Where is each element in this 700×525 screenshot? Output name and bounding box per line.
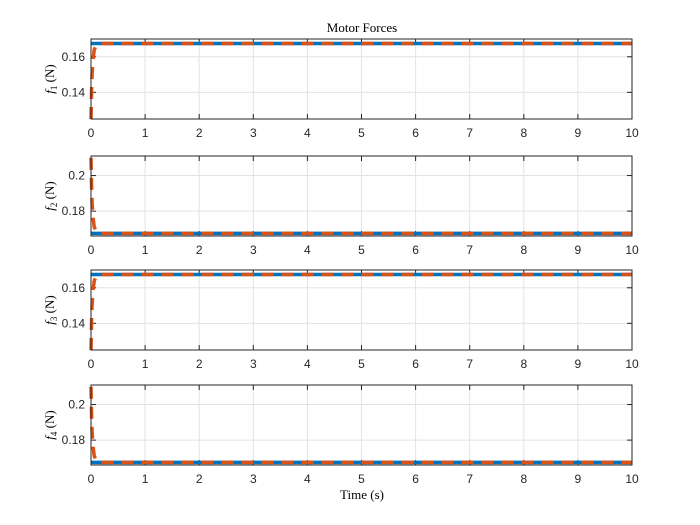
figure-title: Motor Forces bbox=[327, 20, 397, 35]
x-tick-label: 7 bbox=[466, 126, 473, 140]
x-tick-label: 0 bbox=[88, 472, 95, 486]
x-tick-label: 10 bbox=[625, 472, 639, 486]
x-tick-label: 8 bbox=[520, 126, 527, 140]
subplot-2: 0 1 2 3 4 5 6 7 8 9 10 0.18 0.2 f2 (N) bbox=[42, 155, 639, 257]
x-tick-label: 6 bbox=[412, 126, 419, 140]
x-tick-label: 5 bbox=[358, 472, 365, 486]
y-axis-label: f3 (N) bbox=[42, 295, 59, 324]
x-tick-label: 8 bbox=[520, 243, 527, 257]
x-tick-label: 7 bbox=[466, 243, 473, 257]
x-tick-label: 3 bbox=[250, 126, 257, 140]
x-tick-label: 0 bbox=[88, 126, 95, 140]
subplot-4: 0 1 2 3 4 5 6 7 8 9 10 0.18 0.2 f4 (N) bbox=[42, 384, 639, 486]
x-tick-label: 8 bbox=[520, 472, 527, 486]
x-tick-label: 3 bbox=[250, 243, 257, 257]
y-axis-label: f2 (N) bbox=[42, 181, 59, 210]
x-tick-label: 2 bbox=[196, 243, 203, 257]
x-tick-label: 5 bbox=[358, 357, 365, 371]
x-tick-label: 7 bbox=[466, 357, 473, 371]
series-line-2 bbox=[89, 386, 632, 465]
series-line-2 bbox=[89, 272, 632, 351]
y-axis-label: f1 (N) bbox=[42, 64, 59, 93]
x-tick-label: 10 bbox=[625, 126, 639, 140]
y-tick-label: 0.2 bbox=[68, 169, 85, 183]
x-tick-label: 1 bbox=[142, 243, 149, 257]
x-tick-label: 6 bbox=[412, 472, 419, 486]
x-tick-label: 2 bbox=[196, 126, 203, 140]
x-tick-label: 5 bbox=[358, 126, 365, 140]
x-tick-label: 4 bbox=[304, 472, 311, 486]
axes-box bbox=[90, 155, 633, 237]
y-tick-label: 0.14 bbox=[62, 85, 86, 99]
y-tick-label: 0.18 bbox=[62, 433, 86, 447]
y-axis-label: f4 (N) bbox=[42, 410, 59, 439]
series-line-2 bbox=[89, 157, 632, 236]
x-axis-label: Time (s) bbox=[340, 487, 384, 502]
x-tick-label: 3 bbox=[250, 472, 257, 486]
y-tick-label: 0.16 bbox=[62, 50, 86, 64]
y-tick-label: 0.16 bbox=[62, 281, 86, 295]
axes-box bbox=[90, 384, 633, 466]
series-line-2 bbox=[89, 41, 632, 120]
x-tick-label: 1 bbox=[142, 126, 149, 140]
axes-box bbox=[90, 269, 633, 351]
x-tick-label: 2 bbox=[196, 357, 203, 371]
x-tick-label: 0 bbox=[88, 357, 95, 371]
x-tick-label: 3 bbox=[250, 357, 257, 371]
x-tick-label: 2 bbox=[196, 472, 203, 486]
x-tick-label: 7 bbox=[466, 472, 473, 486]
x-tick-label: 6 bbox=[412, 357, 419, 371]
x-tick-label: 6 bbox=[412, 243, 419, 257]
x-tick-label: 9 bbox=[575, 126, 582, 140]
x-tick-label: 9 bbox=[575, 357, 582, 371]
axes-box bbox=[90, 38, 633, 120]
x-tick-label: 9 bbox=[575, 243, 582, 257]
x-tick-label: 9 bbox=[575, 472, 582, 486]
x-tick-label: 8 bbox=[520, 357, 527, 371]
x-tick-label: 10 bbox=[625, 357, 639, 371]
y-tick-label: 0.14 bbox=[62, 316, 86, 330]
x-tick-label: 4 bbox=[304, 243, 311, 257]
x-tick-label: 10 bbox=[625, 243, 639, 257]
y-tick-label: 0.18 bbox=[62, 204, 86, 218]
y-tick-label: 0.2 bbox=[68, 398, 85, 412]
x-tick-label: 1 bbox=[142, 472, 149, 486]
x-tick-label: 5 bbox=[358, 243, 365, 257]
x-tick-label: 1 bbox=[142, 357, 149, 371]
x-tick-label: 4 bbox=[304, 357, 311, 371]
x-tick-label: 4 bbox=[304, 126, 311, 140]
x-tick-label: 0 bbox=[88, 243, 95, 257]
